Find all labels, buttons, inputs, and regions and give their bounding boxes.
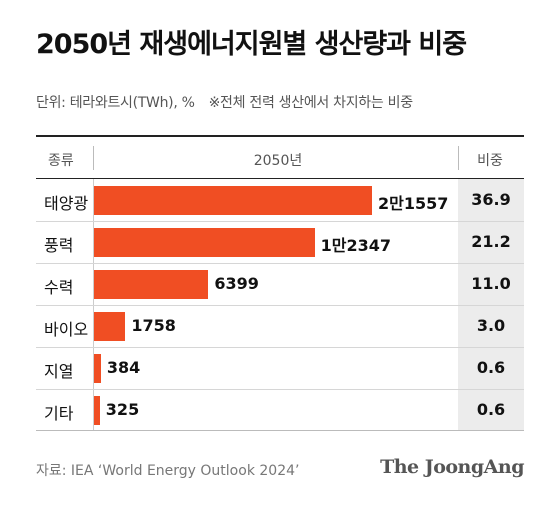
- bar: [94, 353, 101, 383]
- column-header-year: 2050년: [253, 153, 303, 169]
- category-label: 풍력: [44, 236, 74, 255]
- share-column-background: [458, 179, 524, 430]
- value-label: 325: [105, 400, 140, 419]
- value-label: 384: [106, 358, 141, 377]
- bar: [94, 395, 100, 425]
- value-label: 6399: [214, 274, 259, 293]
- bar-axis-line: [93, 179, 94, 430]
- row-separator: [36, 389, 524, 390]
- bar: [94, 185, 372, 215]
- category-label: 수력: [44, 278, 74, 297]
- share-label: 21.2: [471, 232, 511, 251]
- source-note: 자료: IEA ‘World Energy Outlook 2024’: [36, 463, 300, 479]
- column-header-share: 비중: [477, 153, 503, 169]
- value-label: 2만1557: [378, 194, 449, 213]
- row-separator: [36, 347, 524, 348]
- category-label: 태양광: [44, 194, 89, 213]
- value-label: 1만2347: [320, 236, 392, 255]
- bar: [94, 269, 209, 299]
- row-separator: [36, 221, 524, 222]
- table-bottom-rule: [36, 430, 524, 431]
- unit-note: ※전체 전력 생산에서 차지하는 비중: [208, 95, 413, 111]
- header-separator: [458, 146, 459, 170]
- share-label: 11.0: [471, 274, 511, 293]
- row-separator: [36, 305, 524, 306]
- column-header-category: 종류: [48, 153, 74, 169]
- share-label: 0.6: [476, 358, 506, 377]
- bar: [94, 227, 315, 257]
- row-separator: [36, 263, 524, 264]
- header-separator: [93, 146, 94, 170]
- table-top-rule: [36, 135, 524, 137]
- unit-line: 단위: 테라와트시(TWh), % ※전체 전력 생산에서 차지하는 비중: [36, 92, 413, 112]
- publisher-logo: The JoongAng: [380, 456, 524, 478]
- bar: [94, 311, 126, 341]
- chart-title: 2050년 재생에너지원별 생산량과 비중: [36, 29, 467, 60]
- share-label: 3.0: [476, 316, 506, 335]
- share-label: 0.6: [476, 400, 506, 419]
- table-header-rule: [36, 178, 524, 179]
- unit-label: 단위: 테라와트시(TWh), %: [36, 95, 195, 111]
- share-label: 36.9: [471, 190, 511, 209]
- category-label: 바이오: [44, 320, 89, 339]
- category-label: 지열: [44, 362, 74, 381]
- category-label: 기타: [44, 404, 74, 423]
- value-label: 1758: [131, 316, 176, 335]
